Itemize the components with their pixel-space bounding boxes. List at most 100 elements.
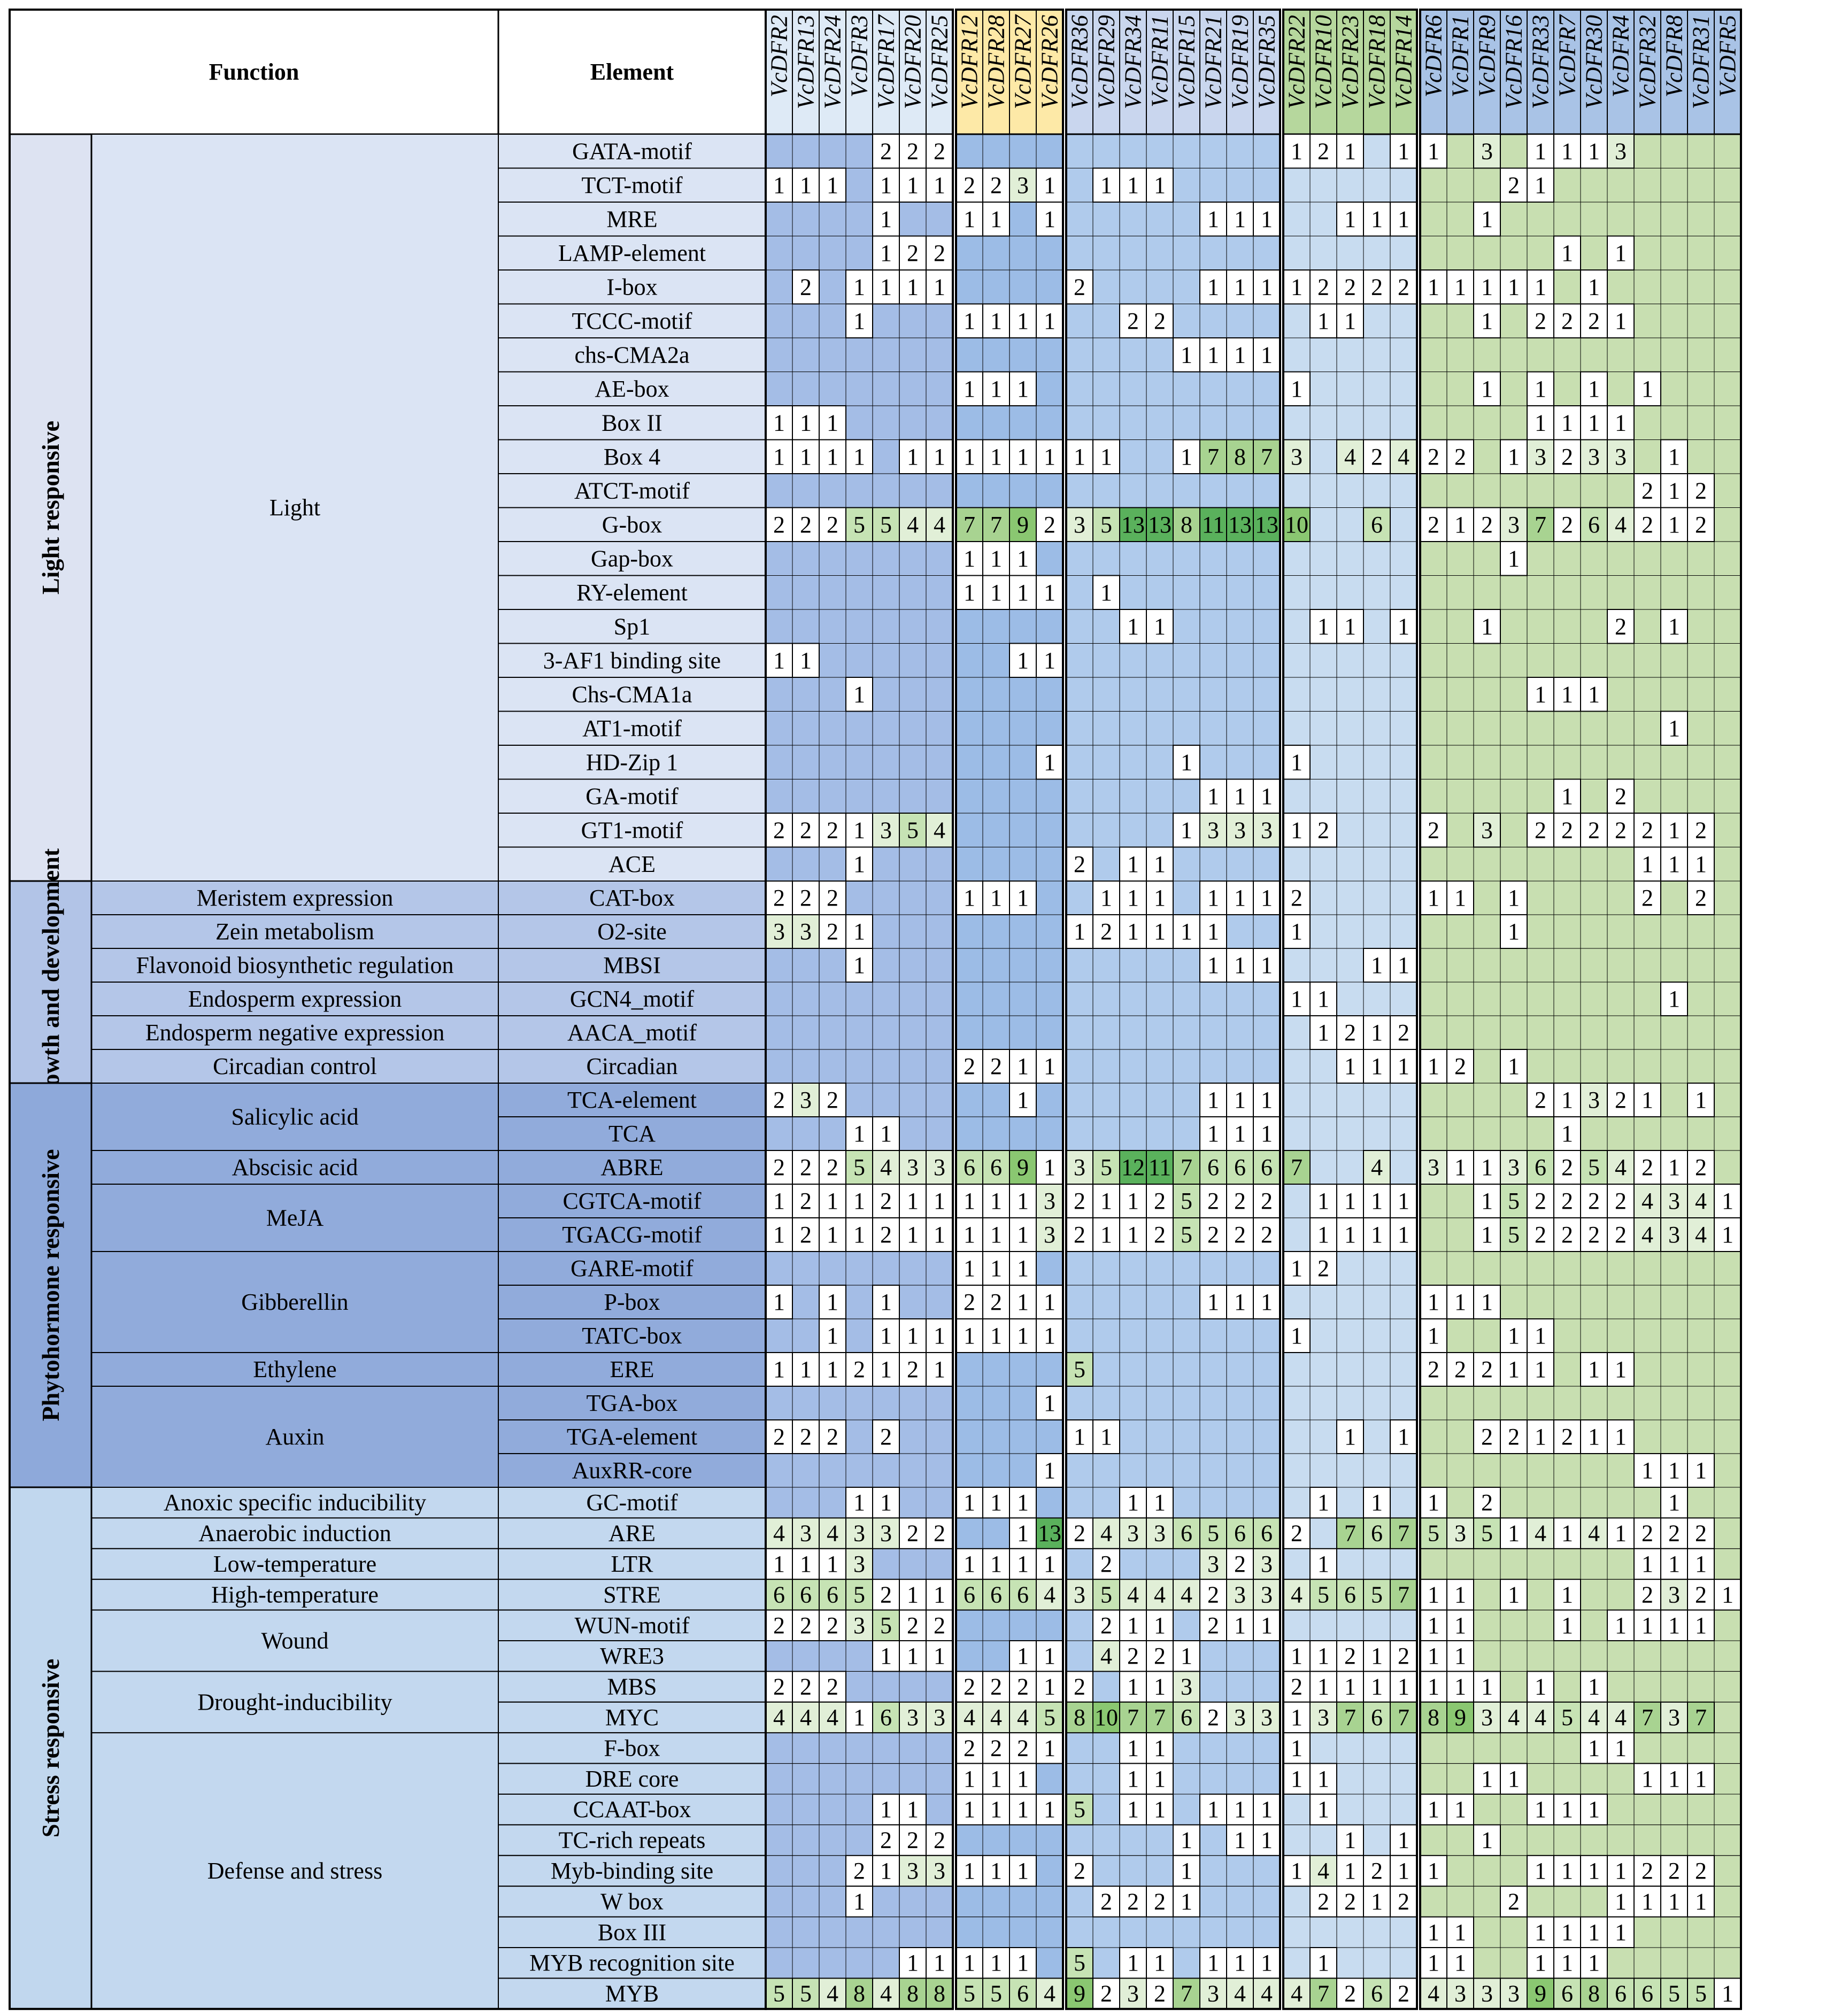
value-label: 1: [1695, 1612, 1707, 1639]
element-cell: [498, 1217, 766, 1252]
value-label: 1: [1535, 1356, 1546, 1382]
value-label: 1: [934, 444, 945, 470]
element-cell: [498, 1453, 766, 1488]
value-label: 5: [1317, 1581, 1329, 1608]
value-label: 6: [1207, 1154, 1219, 1180]
value-label: 1: [1317, 1766, 1329, 1792]
value-label: 2: [1615, 613, 1627, 639]
gene-label: VcDFR1: [1447, 15, 1474, 97]
value-cell: [872, 1150, 900, 1185]
value-label: 1: [853, 444, 865, 470]
element-cell: [498, 846, 766, 882]
element-label: GARE-motif: [571, 1255, 693, 1281]
value-label: 1: [964, 444, 975, 470]
element-cell: [498, 1318, 766, 1353]
value-cell: [792, 813, 820, 848]
value-cell: [1283, 269, 1311, 305]
value-label: 1: [773, 1188, 785, 1214]
value-label: 1: [1561, 410, 1573, 436]
value-label: 1: [880, 274, 892, 300]
value-label: 6: [1017, 1981, 1029, 2007]
value-label: 2: [880, 1827, 892, 1853]
value-label: 1: [1454, 1581, 1466, 1608]
value-label: 9: [1074, 1981, 1085, 2007]
value-label: 1: [1481, 376, 1493, 402]
element-label: TCA: [608, 1121, 656, 1147]
value-label: 5: [1695, 1981, 1707, 2007]
value-label: 1: [1154, 1674, 1166, 1700]
element-label: MYB recognition site: [529, 1950, 735, 1976]
value-cell: [955, 371, 983, 406]
value-label: 1: [1481, 1289, 1493, 1315]
value-label: 1: [964, 1858, 975, 1884]
value-label: 4: [990, 1704, 1002, 1731]
value-label: 1: [1317, 986, 1329, 1012]
element-cell: [498, 609, 766, 644]
function-cell: [91, 880, 499, 915]
value-cell: [1500, 269, 1528, 305]
value-cell: [982, 303, 1010, 338]
value-label: 1: [1017, 1188, 1029, 1214]
value-label: 1: [1291, 918, 1303, 945]
value-label: 4: [880, 1154, 892, 1180]
value-label: 2: [907, 1827, 919, 1853]
value-label: 1: [1044, 1289, 1055, 1315]
value-label: 1: [1291, 749, 1303, 775]
value-label: 1: [1127, 613, 1139, 639]
value-label: 3: [1234, 1704, 1246, 1731]
value-label: 1: [1044, 1154, 1055, 1180]
value-label: 1: [1508, 1520, 1520, 1547]
value-label: 1: [1017, 1551, 1029, 1577]
element-label: TGA-element: [567, 1424, 697, 1450]
value-cell: [1420, 1487, 1447, 1519]
value-label: 5: [880, 1612, 892, 1639]
gene-label: VcDFR11: [1147, 15, 1173, 107]
value-label: 2: [1074, 1188, 1085, 1214]
value-label: 1: [1561, 783, 1573, 809]
value-cell: [982, 1217, 1010, 1252]
value-label: 1: [1127, 851, 1139, 877]
value-label: 2: [1454, 1053, 1466, 1079]
value-label: 1: [1291, 138, 1303, 164]
value-cell: [1633, 507, 1661, 542]
value-label: 2: [1154, 1981, 1166, 2007]
value-label: 2: [880, 1188, 892, 1214]
value-label: 3: [853, 1551, 865, 1577]
value-label: 1: [1561, 1796, 1573, 1822]
value-label: 1: [1017, 545, 1029, 571]
value-label: 6: [990, 1581, 1002, 1608]
value-label: 7: [1261, 444, 1273, 470]
value-label: 1: [1454, 1154, 1466, 1180]
element-label: TCT-motif: [581, 172, 682, 198]
value-cell: [1036, 1386, 1064, 1420]
value-label: 1: [853, 851, 865, 877]
value-label: 2: [1561, 308, 1573, 334]
value-label: 6: [1561, 1981, 1573, 2007]
value-label: 2: [1234, 1188, 1246, 1214]
gene-label: VcDFR16: [1501, 15, 1527, 109]
value-cell: [1607, 778, 1635, 814]
value-label: 1: [1017, 1289, 1029, 1315]
value-label: 1: [990, 1323, 1002, 1349]
element-label: LAMP-element: [558, 240, 706, 266]
element-label: W box: [600, 1888, 664, 1914]
value-label: 1: [907, 274, 919, 300]
value-label: 4: [1535, 1704, 1546, 1731]
value-cell: [1580, 303, 1608, 338]
value-cell: [1363, 1487, 1391, 1519]
value-label: 1: [1668, 715, 1680, 741]
value-label: 4: [1127, 1581, 1139, 1608]
value-label: 1: [907, 1323, 919, 1349]
value-label: 1: [1428, 1796, 1439, 1822]
value-cell: [1009, 303, 1037, 338]
value-label: 1: [1371, 206, 1383, 232]
value-label: 2: [1127, 1643, 1139, 1669]
value-cell: [899, 1217, 927, 1252]
value-cell: [845, 1217, 873, 1252]
value-label: 1: [1017, 1053, 1029, 1079]
value-cell: [1036, 202, 1064, 237]
value-cell: [982, 1548, 1010, 1580]
value-label: 1: [1668, 477, 1680, 504]
value-label: 1: [990, 444, 1002, 470]
value-label: 1: [1234, 206, 1246, 232]
